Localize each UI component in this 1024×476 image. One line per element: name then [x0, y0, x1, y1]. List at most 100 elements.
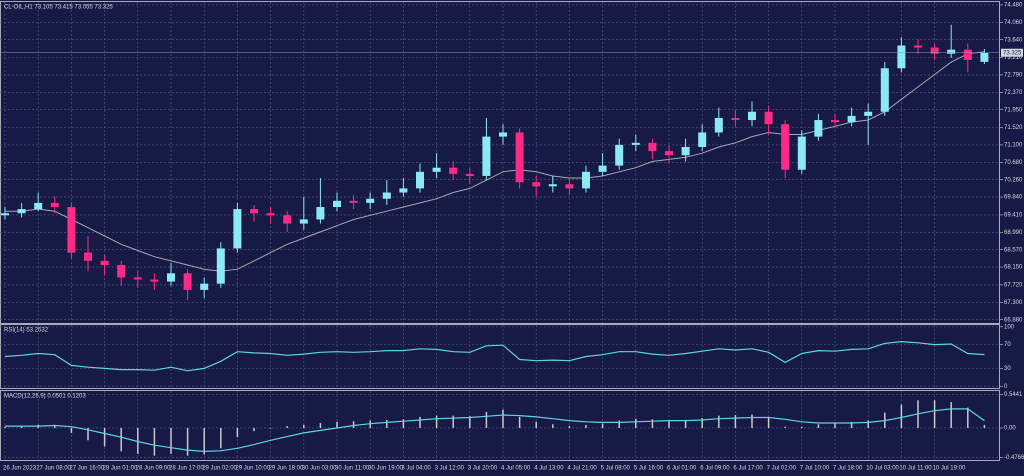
candle-body	[897, 45, 906, 69]
candle-body	[67, 207, 76, 253]
candle-body	[349, 200, 358, 203]
candle-body	[665, 151, 673, 156]
y-tick-label: 71.100	[1004, 142, 1023, 148]
macd-bar	[585, 424, 587, 428]
y-tick-label: 68.990	[1004, 230, 1023, 236]
y-tick-label: 72.790	[1004, 72, 1023, 78]
y-tick-label: 71.950	[1004, 107, 1023, 113]
macd-bar	[20, 426, 23, 428]
macd-bar	[435, 415, 438, 428]
macd-bar	[718, 415, 720, 428]
macd-bar	[568, 426, 571, 428]
y-tick-label: 68.570	[1004, 247, 1023, 253]
y-tick-label: 69.410	[1004, 212, 1023, 218]
y-tick-label: 0	[1004, 384, 1008, 390]
candle-body	[1, 213, 9, 216]
macd-bar	[54, 424, 56, 428]
x-tick-label: 7 Jul 10:00	[800, 466, 830, 472]
macd-bar	[170, 427, 172, 454]
x-tick-label: 10 Jul 19:00	[933, 466, 966, 472]
macd-bar	[70, 427, 73, 433]
macd-bar	[734, 415, 737, 428]
rsi-line	[4, 340, 985, 372]
candle-body	[880, 68, 889, 112]
macd-panel-frame	[0, 390, 1000, 461]
candle-body	[17, 209, 26, 214]
x-tick-label: 29 Jun 10:00	[235, 466, 270, 472]
macd-bar	[751, 414, 753, 428]
x-tick-label: 5 Jul 16:00	[634, 466, 664, 472]
candle-body	[532, 182, 541, 187]
macd-bar	[336, 421, 338, 428]
macd-bar	[203, 427, 205, 455]
macd-bar	[817, 424, 820, 428]
candle-body	[698, 132, 707, 147]
macd-bar	[552, 424, 554, 428]
candle-body	[648, 142, 657, 152]
macd-bar	[402, 419, 405, 428]
x-tick-label: 4 Jul 21:00	[567, 466, 597, 472]
x-tick-label: 27 Jun 16:00	[69, 466, 104, 472]
y-tick-label: 67.300	[1004, 300, 1023, 306]
candle-body	[963, 49, 972, 60]
candle-body	[930, 47, 939, 54]
candle-body	[499, 132, 507, 137]
macd-bar	[535, 421, 537, 428]
candle-body	[432, 167, 441, 172]
candle-body	[233, 209, 242, 249]
macd-bar	[900, 404, 903, 428]
candle-body	[216, 248, 225, 284]
macd-bar	[502, 409, 504, 428]
x-tick-label: 3 Jul 12:00	[435, 466, 465, 472]
candle-body	[150, 279, 159, 282]
candle-body	[133, 277, 142, 280]
macd-bar	[767, 416, 770, 428]
y-tick-label: 67.720	[1004, 282, 1023, 288]
candle-body	[449, 167, 458, 174]
candle-body	[914, 45, 922, 48]
x-tick-label: 30 Jun 03:00	[302, 466, 337, 472]
candle-body	[565, 184, 574, 189]
y-tick-label: 74.060	[1004, 20, 1023, 26]
x-tick-label: 4 Jul 13:00	[534, 466, 564, 472]
macd-bar	[485, 411, 488, 428]
candle-body	[864, 111, 873, 116]
candle-body	[34, 202, 43, 210]
macd-bar	[103, 427, 106, 447]
macd-bar	[236, 427, 239, 438]
x-tick-label: 7 Jul 02:00	[767, 466, 797, 472]
x-tick-label: 30 Jun 19:00	[368, 466, 403, 472]
candle-body	[382, 192, 391, 199]
y-tick-label: 70.260	[1004, 177, 1023, 183]
candle-body	[299, 219, 308, 224]
macd-bar	[386, 419, 388, 428]
x-tick-label: 29 Jun 02:00	[202, 466, 237, 472]
x-tick-label: 6 Jul 17:00	[733, 466, 763, 472]
current-price-label: 73.325	[1003, 50, 1022, 56]
candle-body	[748, 111, 756, 121]
panel-title: MACD(12,26,9) 0.0501 0.1203	[4, 394, 86, 400]
macd-bar	[635, 418, 637, 428]
macd-bar	[668, 420, 670, 428]
macd-bar	[967, 407, 969, 428]
candle-body	[764, 111, 773, 125]
x-tick-label: 30 Jun 11:00	[335, 466, 370, 472]
candle-body	[250, 209, 258, 214]
candle-body	[847, 115, 856, 123]
candle-body	[598, 165, 607, 172]
x-tick-label: 7 Jul 18:00	[833, 466, 863, 472]
x-tick-label: 29 Jun 18:00	[269, 466, 304, 472]
macd-bar	[850, 421, 853, 428]
candle-body	[416, 171, 424, 189]
macd-bar	[801, 426, 803, 428]
x-tick-label: 6 Jul 01:00	[667, 466, 697, 472]
x-tick-label: 3 Jul 04:00	[401, 466, 431, 472]
y-tick-label: 73.210	[1004, 55, 1023, 61]
macd-bar	[87, 427, 89, 441]
current-price-tag	[1001, 48, 1023, 57]
macd-bar	[352, 421, 355, 428]
macd-bar	[601, 423, 604, 428]
candle-body	[814, 120, 823, 137]
